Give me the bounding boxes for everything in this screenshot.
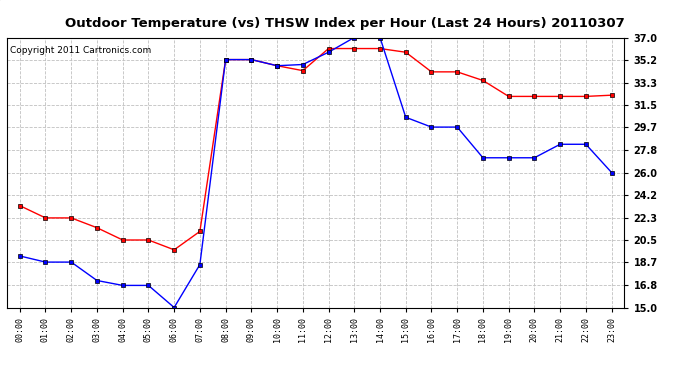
Text: Copyright 2011 Cartronics.com: Copyright 2011 Cartronics.com bbox=[10, 46, 151, 55]
Text: Outdoor Temperature (vs) THSW Index per Hour (Last 24 Hours) 20110307: Outdoor Temperature (vs) THSW Index per … bbox=[65, 17, 625, 30]
